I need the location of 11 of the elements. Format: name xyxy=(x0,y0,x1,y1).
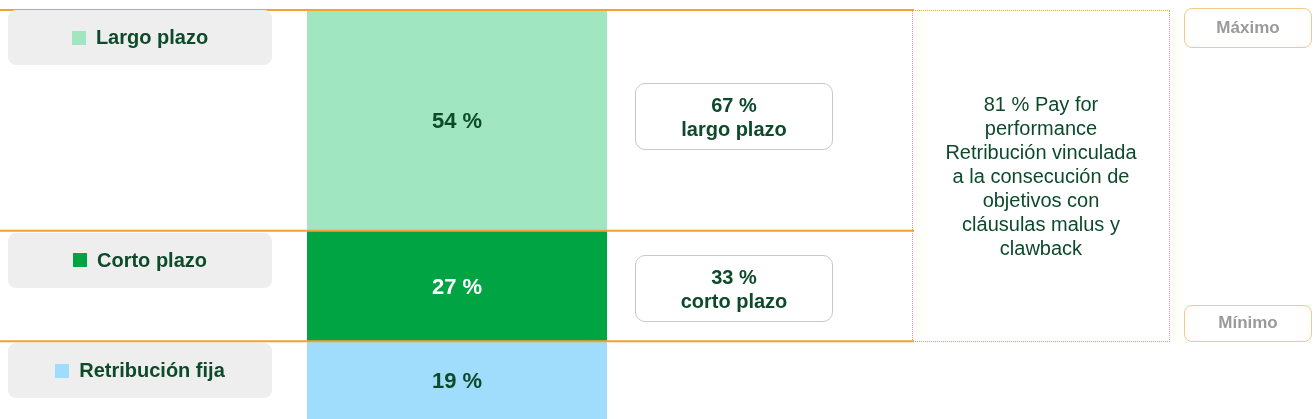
legend-label: Corto plazo xyxy=(97,248,207,272)
legend-label: Largo plazo xyxy=(95,26,209,49)
text: Mínimo xyxy=(1218,313,1278,334)
data-label: 27 % xyxy=(431,273,483,299)
data-label: 19 % xyxy=(431,367,483,393)
text: 81 % Pay for performance Retribución vinculada a la consecución de objetivos con cláusulas malus y clawback xyxy=(944,92,1138,260)
data-label: 54 % xyxy=(431,108,483,134)
text: Máximo xyxy=(1216,17,1280,39)
text: 33 % corto plazo xyxy=(680,264,788,313)
legend-label: Retribución fija xyxy=(79,359,225,383)
text: 67 % largo plazo xyxy=(681,92,787,141)
